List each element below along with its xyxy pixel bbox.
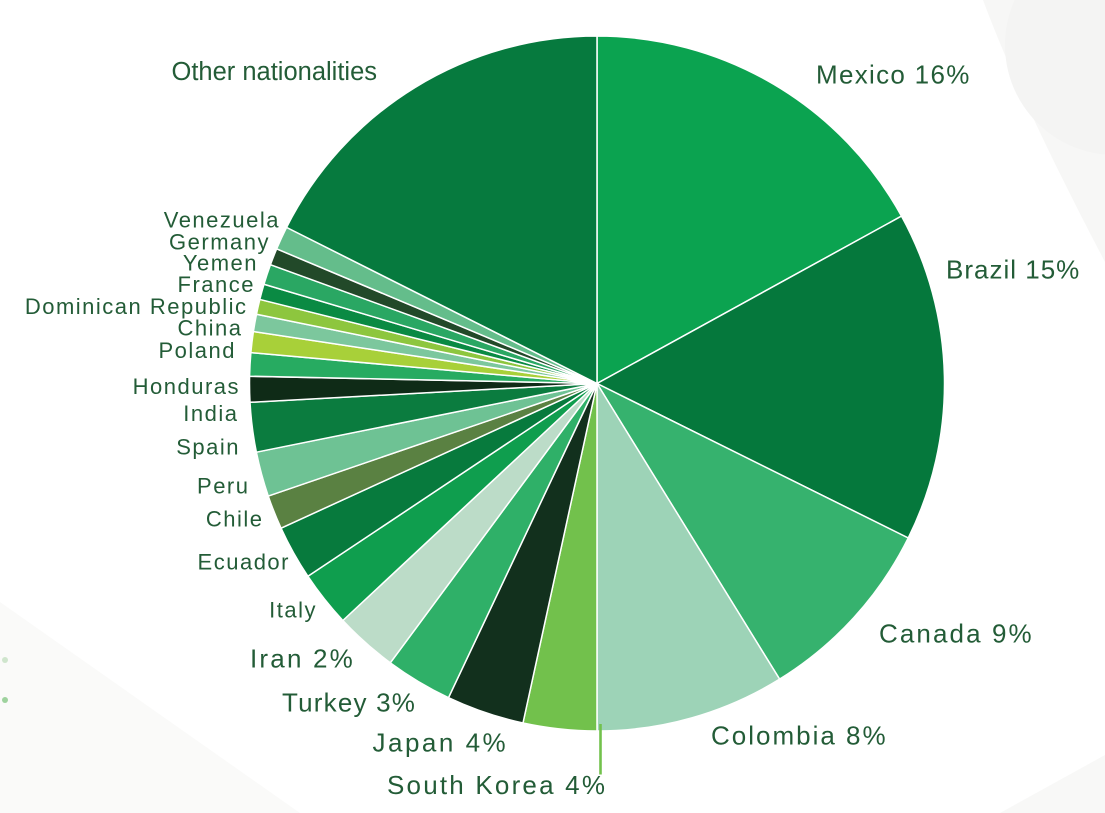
svg-text:Honduras: Honduras xyxy=(133,374,240,399)
svg-text:China: China xyxy=(178,316,243,341)
svg-text:Turkey 3%: Turkey 3% xyxy=(282,688,416,718)
svg-text:India: India xyxy=(183,401,238,426)
svg-text:Mexico 16%: Mexico 16% xyxy=(816,60,971,90)
svg-text:Japan 4%: Japan 4% xyxy=(373,728,509,758)
svg-text:Dominican Republic: Dominican Republic xyxy=(25,294,248,319)
svg-text:Italy: Italy xyxy=(269,598,317,623)
svg-text:Chile: Chile xyxy=(206,507,264,532)
svg-text:France: France xyxy=(178,272,255,297)
svg-text:Yemen: Yemen xyxy=(183,251,258,276)
svg-text:Peru: Peru xyxy=(197,473,249,498)
svg-text:Canada 9%: Canada 9% xyxy=(879,619,1034,649)
svg-text:Germany: Germany xyxy=(169,229,270,254)
svg-text:Spain: Spain xyxy=(176,435,240,460)
svg-text:Ecuador: Ecuador xyxy=(198,550,290,575)
svg-text:Venezuela: Venezuela xyxy=(164,208,280,233)
svg-text:Iran 2%: Iran 2% xyxy=(250,644,355,674)
svg-text:Other nationalities: Other nationalities xyxy=(172,58,378,86)
svg-text:Brazil 15%: Brazil 15% xyxy=(946,255,1080,285)
svg-text:Poland: Poland xyxy=(158,338,236,363)
svg-text:Colombia 8%: Colombia 8% xyxy=(711,721,888,751)
svg-text:South Korea 4%: South Korea 4% xyxy=(387,770,607,800)
